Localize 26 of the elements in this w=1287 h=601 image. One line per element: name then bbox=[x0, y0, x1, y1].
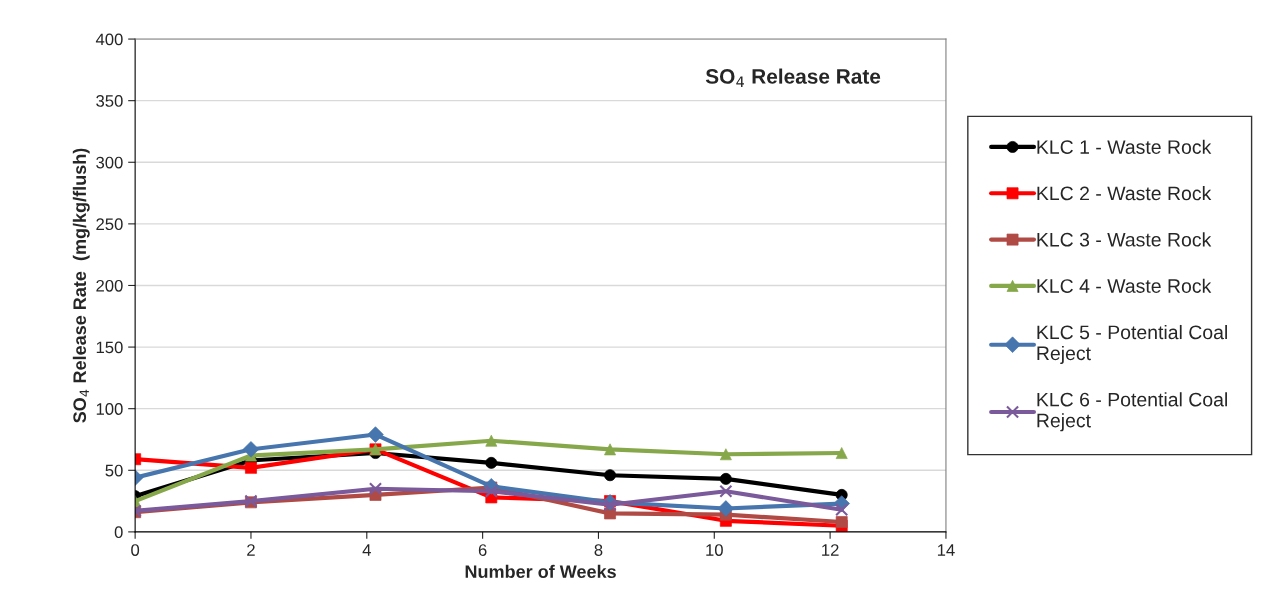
legend-label: KLC 2 - Waste Rock bbox=[1037, 185, 1212, 201]
y-tick-label: 400 bbox=[95, 33, 123, 46]
x-tick-label: 12 bbox=[822, 544, 839, 556]
y-tick-label: 300 bbox=[96, 156, 123, 169]
x-tick-label: 6 bbox=[478, 544, 487, 556]
y-tick-label: 200 bbox=[96, 279, 123, 292]
legend-label: KLC 4 - Waste Rock bbox=[1037, 278, 1212, 293]
x-tick-label: 8 bbox=[594, 544, 603, 556]
legend-label: KLC 5 - Potential Coal Reject bbox=[1037, 324, 1227, 365]
x-tick-label: 2 bbox=[247, 544, 255, 556]
x-tick-label: 0 bbox=[131, 544, 140, 556]
legend-label: KLC 6 - Potential Coal Reject bbox=[1037, 392, 1227, 432]
legend-label: KLC 1 - Waste Rock bbox=[1037, 139, 1212, 154]
text: SO$_{4}$ Release Rate bbox=[705, 68, 881, 88]
x-tick-label: 10 bbox=[706, 544, 723, 556]
y-tick-label: 0 bbox=[114, 526, 123, 539]
y-tick-label: 100 bbox=[96, 403, 123, 415]
x-tick-label: 14 bbox=[937, 544, 955, 556]
y-axis-title: SO$_{4}$ Release Rate (mg/kg/flush) bbox=[72, 148, 90, 423]
y-tick-label: 150 bbox=[96, 341, 123, 354]
y-tick-label: 350 bbox=[96, 95, 123, 107]
x-axis-title: Number of Weeks bbox=[465, 564, 616, 579]
x-tick-label: 4 bbox=[362, 544, 371, 556]
y-tick-label: 250 bbox=[96, 218, 123, 231]
legend-label: KLC 3 - Waste Rock bbox=[1037, 232, 1212, 247]
y-tick-label: 50 bbox=[105, 464, 123, 477]
